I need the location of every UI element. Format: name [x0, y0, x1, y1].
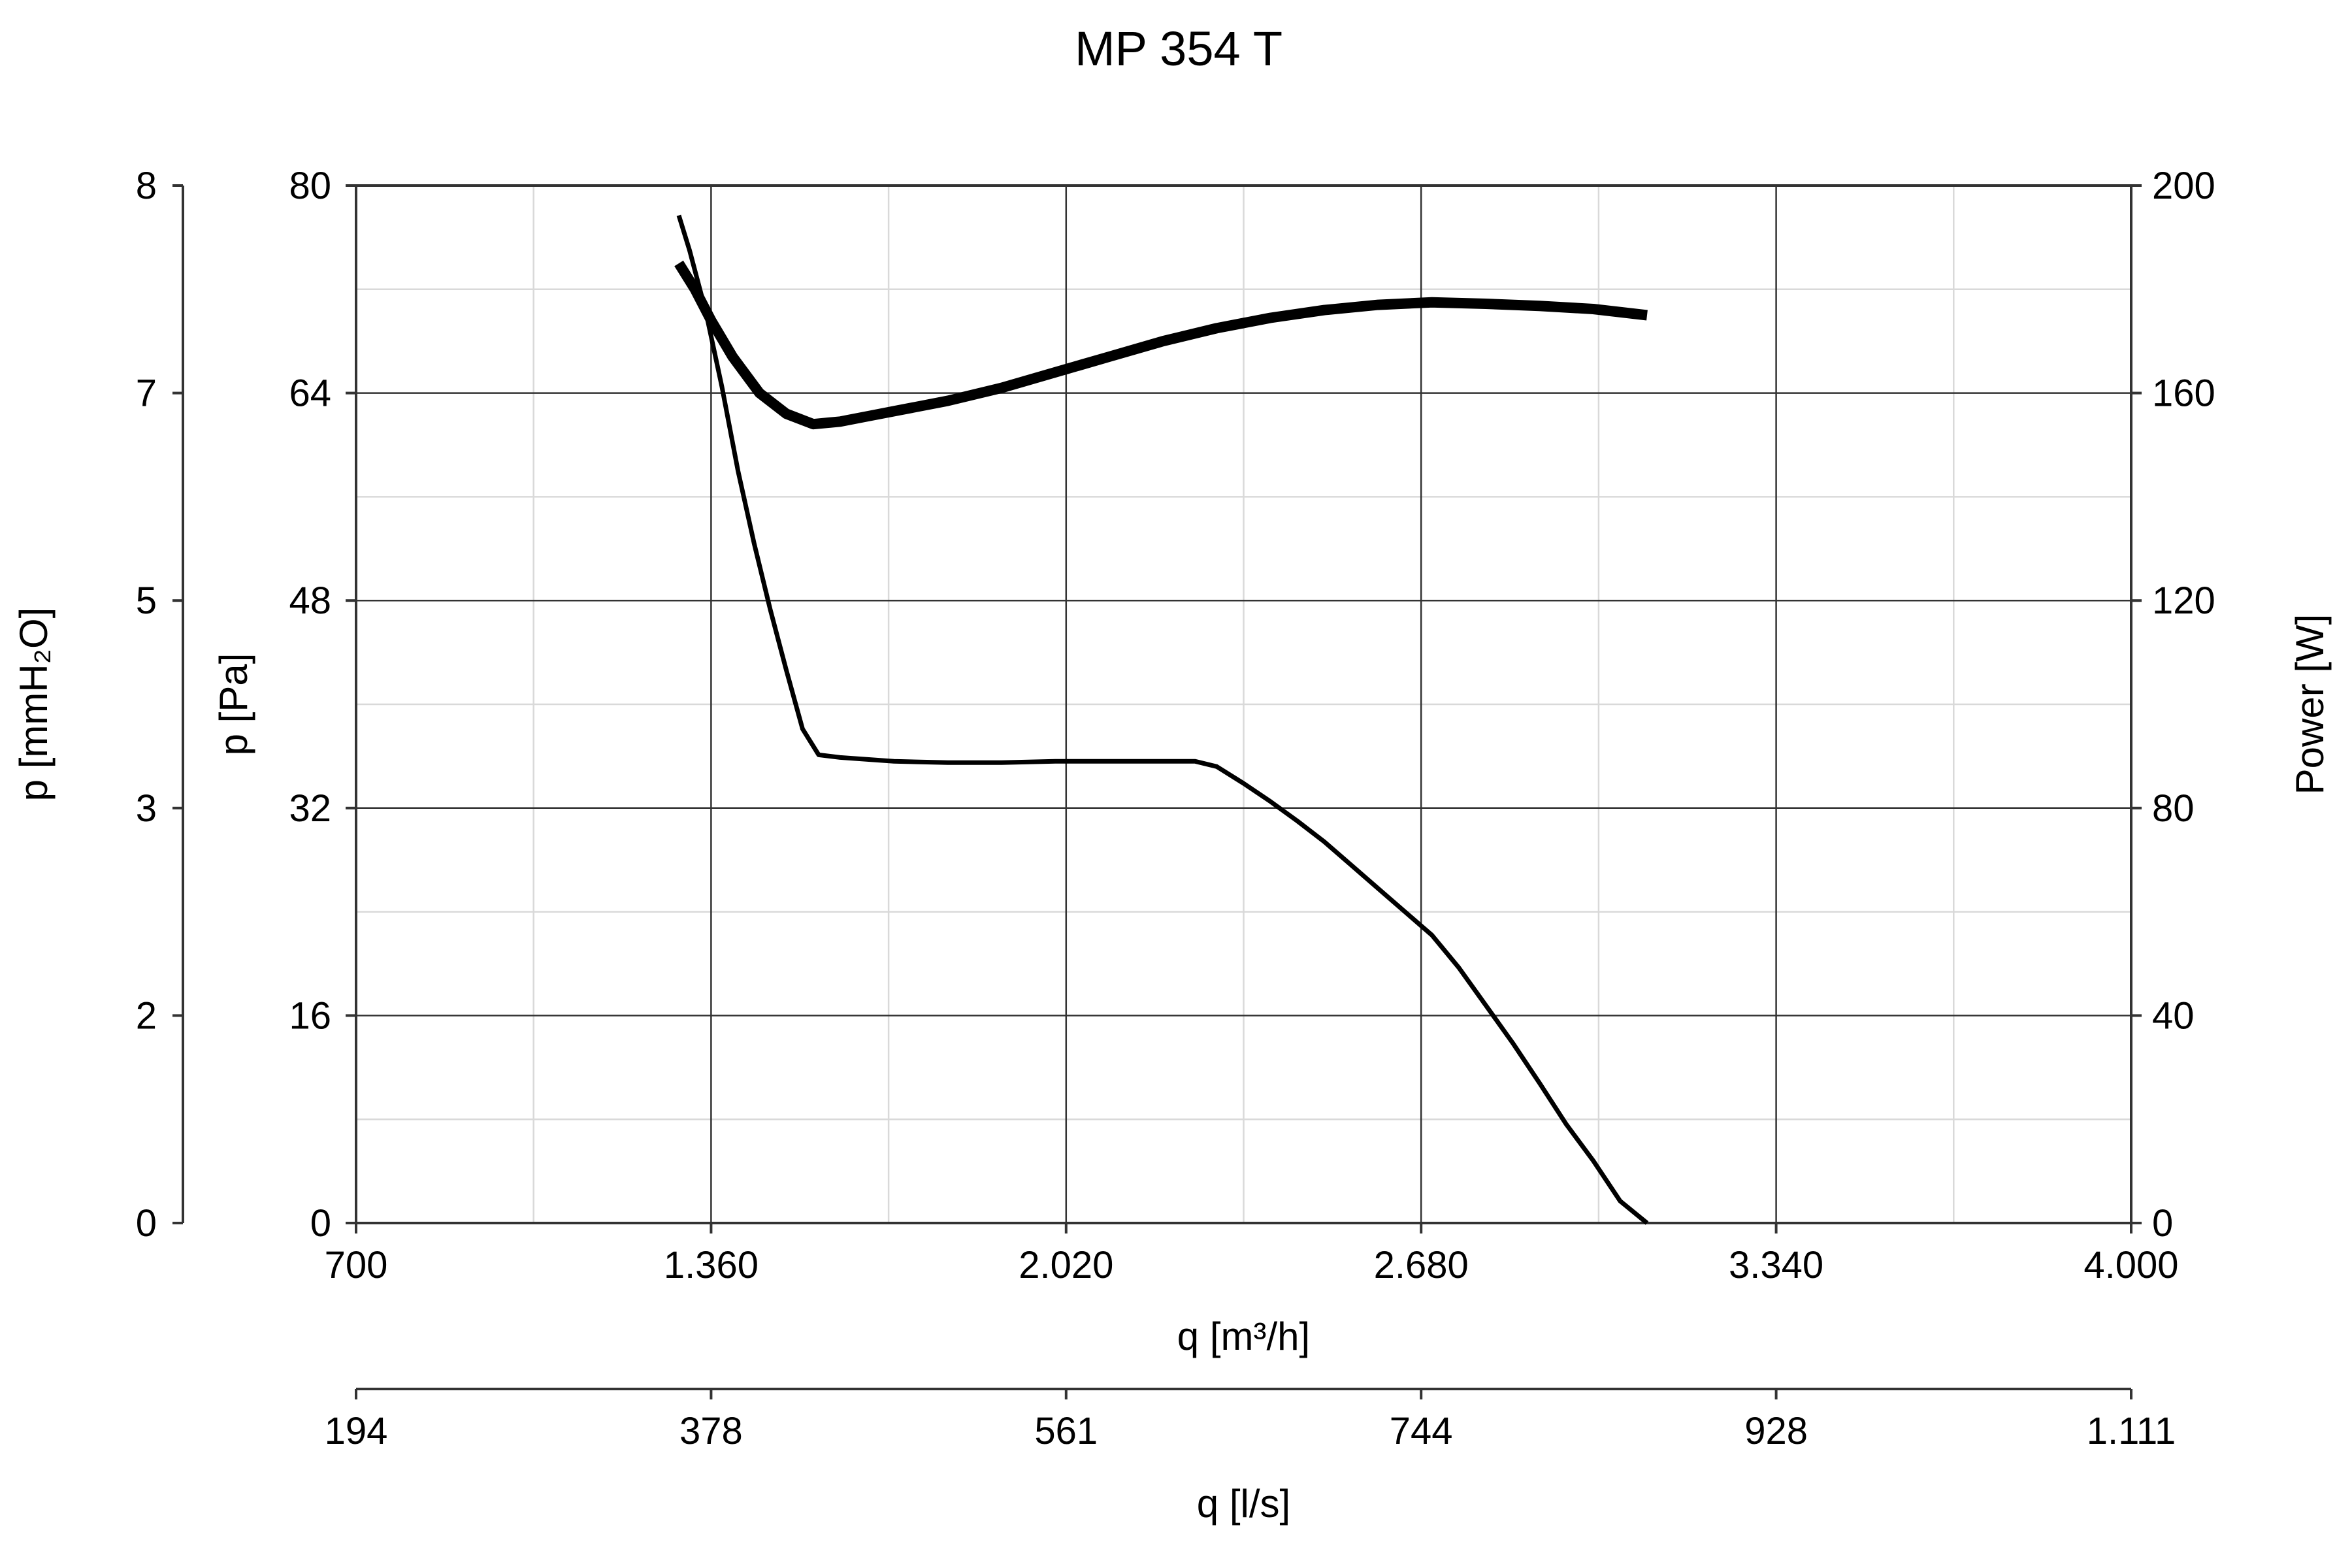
ls-tick-label: 378: [679, 1410, 743, 1452]
pa-tick-label: 0: [310, 1202, 331, 1245]
power-tick-label: 40: [2152, 994, 2195, 1037]
pa-axis-title: p [Pa]: [212, 653, 255, 756]
ls-tick-label: 928: [1744, 1410, 1808, 1452]
x-tick-label: 2.680: [1374, 1244, 1469, 1286]
mmh2o-axis-title: p [mmH₂O]: [12, 608, 56, 802]
ls-tick-label: 194: [325, 1410, 388, 1452]
mmh2o-tick-label: 3: [136, 787, 157, 830]
pressure-curve: [676, 214, 1649, 1225]
ls-tick-label: 744: [1390, 1410, 1453, 1452]
axes: [172, 184, 2142, 1399]
pa-tick-label: 64: [289, 372, 331, 415]
mmh2o-tick-label: 7: [136, 372, 157, 415]
axis-labels: 0 16 32 48 64 80 0 40 80 120 160 200 0 2 3 5 7 8 700 1.360 2…: [12, 165, 2332, 1526]
ls-tick-label: 1.111: [2087, 1410, 2176, 1452]
x-tick-label: 2.020: [1019, 1244, 1113, 1286]
minor-gridlines: [356, 186, 2131, 1223]
mmh2o-tick-label: 8: [136, 165, 157, 207]
power-tick-label: 80: [2152, 787, 2195, 830]
power-tick-label: 120: [2152, 580, 2215, 622]
curves: [674, 214, 1649, 1225]
power-curve: [674, 260, 1648, 430]
ls-axis-title: q [l/s]: [1197, 1482, 1290, 1526]
ls-tick-label: 561: [1034, 1410, 1098, 1452]
mmh2o-tick-label: 5: [136, 580, 157, 622]
x-tick-label: 1.360: [664, 1244, 759, 1286]
mmh2o-tick-label: 2: [136, 994, 157, 1037]
pa-tick-label: 48: [289, 580, 331, 622]
power-tick-label: 200: [2152, 165, 2215, 207]
pa-tick-label: 16: [289, 994, 331, 1037]
x-tick-label: 700: [325, 1244, 388, 1286]
x-tick-label: 4.000: [2083, 1244, 2178, 1286]
x-axis-title: q [m³/h]: [1177, 1315, 1310, 1358]
pa-tick-label: 80: [289, 165, 331, 207]
major-gridlines: [356, 186, 2131, 1223]
chart-title: MP 354 T: [1075, 22, 1282, 76]
mmh2o-tick-label: 0: [136, 1202, 157, 1245]
power-axis-title: Power [W]: [2288, 614, 2332, 795]
power-tick-label: 160: [2152, 372, 2215, 415]
x-tick-label: 3.340: [1729, 1244, 1823, 1286]
pa-tick-label: 32: [289, 787, 331, 830]
power-tick-label: 0: [2152, 1202, 2173, 1245]
